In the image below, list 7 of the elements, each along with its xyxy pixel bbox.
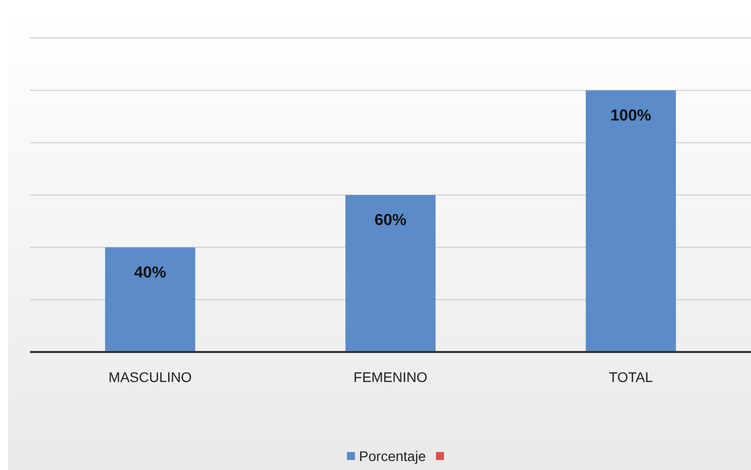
data-label: 60% bbox=[374, 212, 407, 229]
data-label: 40% bbox=[134, 264, 166, 282]
x-tick-label: TOTAL bbox=[608, 369, 653, 385]
legend-label: Porcentaje bbox=[359, 448, 426, 464]
data-label: 100% bbox=[610, 107, 652, 124]
x-tick-label: MASCULINO bbox=[108, 369, 192, 385]
x-tick-label: FEMENINO bbox=[354, 369, 428, 385]
